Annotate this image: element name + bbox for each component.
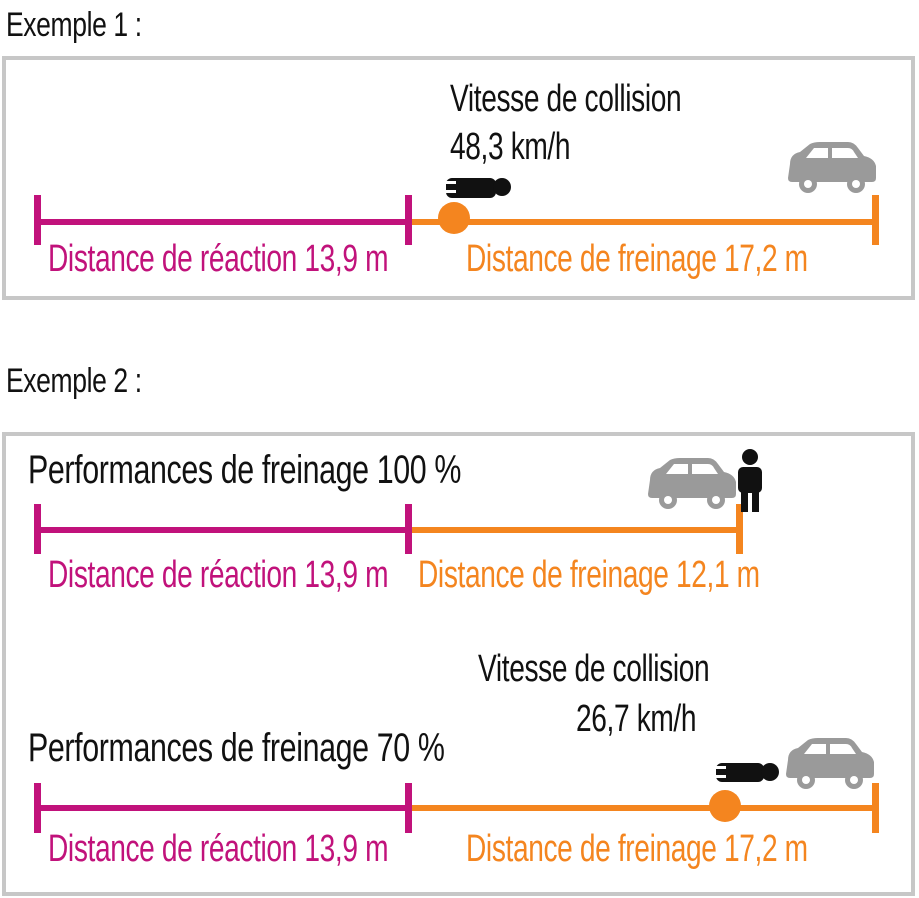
example-1-frame: [2, 56, 915, 300]
example-1-collision-speed: 48,3 km/h: [450, 126, 571, 168]
example-1-reaction-label: Distance de réaction 13,9 m: [48, 238, 389, 280]
example-2-heading: Exemple 2 :: [6, 362, 142, 400]
example-2b-braking-label: Distance de freinage 17,2 m: [466, 828, 808, 870]
example-2b-collision-label: Vitesse de collision: [478, 648, 710, 690]
example-1-braking-label: Distance de freinage 17,2 m: [466, 238, 808, 280]
example-2a-reaction-label: Distance de réaction 13,9 m: [48, 554, 389, 596]
example-2b-title: Performances de freinage 70 %: [28, 726, 445, 770]
impact-dot-icon: [709, 790, 741, 822]
pedestrian-lying-icon: [446, 178, 511, 198]
impact-dot-icon: [438, 202, 470, 234]
example-2a-braking-label: Distance de freinage 12,1 m: [418, 554, 760, 596]
example-2b-collision-speed: 26,7 km/h: [576, 698, 697, 740]
example-2b-reaction-bar: [34, 783, 412, 833]
car-icon: [786, 738, 874, 789]
car-icon: [648, 458, 736, 509]
example-2b-braking-bar: [412, 783, 879, 833]
example-2a-title: Performances de freinage 100 %: [28, 448, 462, 492]
pedestrian-lying-icon: [716, 763, 779, 782]
car-icon: [788, 142, 876, 193]
example-2-frame: [2, 432, 915, 896]
example-2b-reaction-label: Distance de réaction 13,9 m: [48, 828, 389, 870]
example-2a-reaction-bar: [34, 504, 412, 554]
example-1-reaction-bar: [34, 195, 412, 245]
example-1-braking-bar: [412, 195, 879, 245]
example-1-collision-label: Vitesse de collision: [450, 78, 682, 120]
example-1-heading: Exemple 1 :: [6, 6, 142, 44]
example-2a-braking-bar: [412, 504, 743, 554]
pedestrian-standing-icon: [738, 449, 762, 512]
